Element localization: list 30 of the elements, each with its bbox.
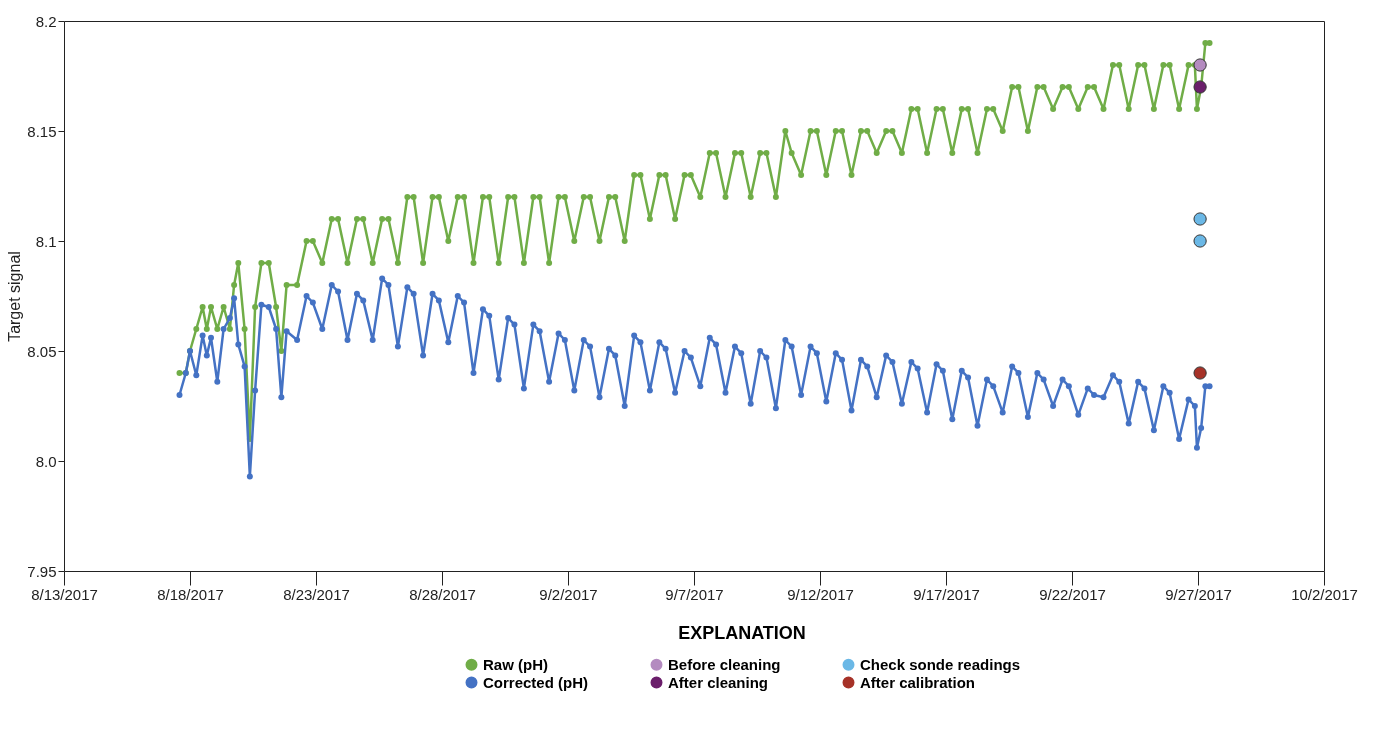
y-tick-label: 8.05 <box>27 342 57 360</box>
y-tick-label: 8.2 <box>35 12 57 30</box>
y-tick-label: 8.0 <box>35 452 57 470</box>
x-tick-label: 9/22/2017 <box>1039 585 1106 603</box>
x-tick-label: 9/7/2017 <box>665 585 724 603</box>
legend-label: Before cleaning <box>668 655 781 673</box>
y-axis-title: Target signal <box>6 251 24 342</box>
point <box>1193 212 1207 226</box>
point <box>1193 366 1207 380</box>
legend-label: Check sonde readings <box>860 655 1021 673</box>
legend-label: Raw (pH) <box>483 655 548 673</box>
y-tick-label: 8.1 <box>35 232 57 250</box>
point <box>1193 80 1207 94</box>
x-tick-label: 9/2/2017 <box>539 585 598 603</box>
x-tick-label: 10/2/2017 <box>1291 585 1358 603</box>
y-tick-label: 8.15 <box>27 122 57 140</box>
legend-label: Corrected (pH) <box>483 673 589 691</box>
x-tick-label: 8/18/2017 <box>157 585 224 603</box>
x-tick-label: 9/12/2017 <box>787 585 854 603</box>
x-tick-label: 9/17/2017 <box>913 585 980 603</box>
x-tick-label: 8/23/2017 <box>283 585 350 603</box>
x-tick-label: 8/13/2017 <box>31 585 98 603</box>
y-tick-label: 7.95 <box>27 562 57 580</box>
legend-label: After calibration <box>860 673 976 691</box>
legend-title: EXPLANATION <box>678 623 806 643</box>
x-tick-label: 9/27/2017 <box>1165 585 1232 603</box>
legend-label: After cleaning <box>668 673 769 691</box>
point <box>1193 234 1207 248</box>
x-tick-label: 8/28/2017 <box>409 585 476 603</box>
point <box>1193 58 1207 72</box>
